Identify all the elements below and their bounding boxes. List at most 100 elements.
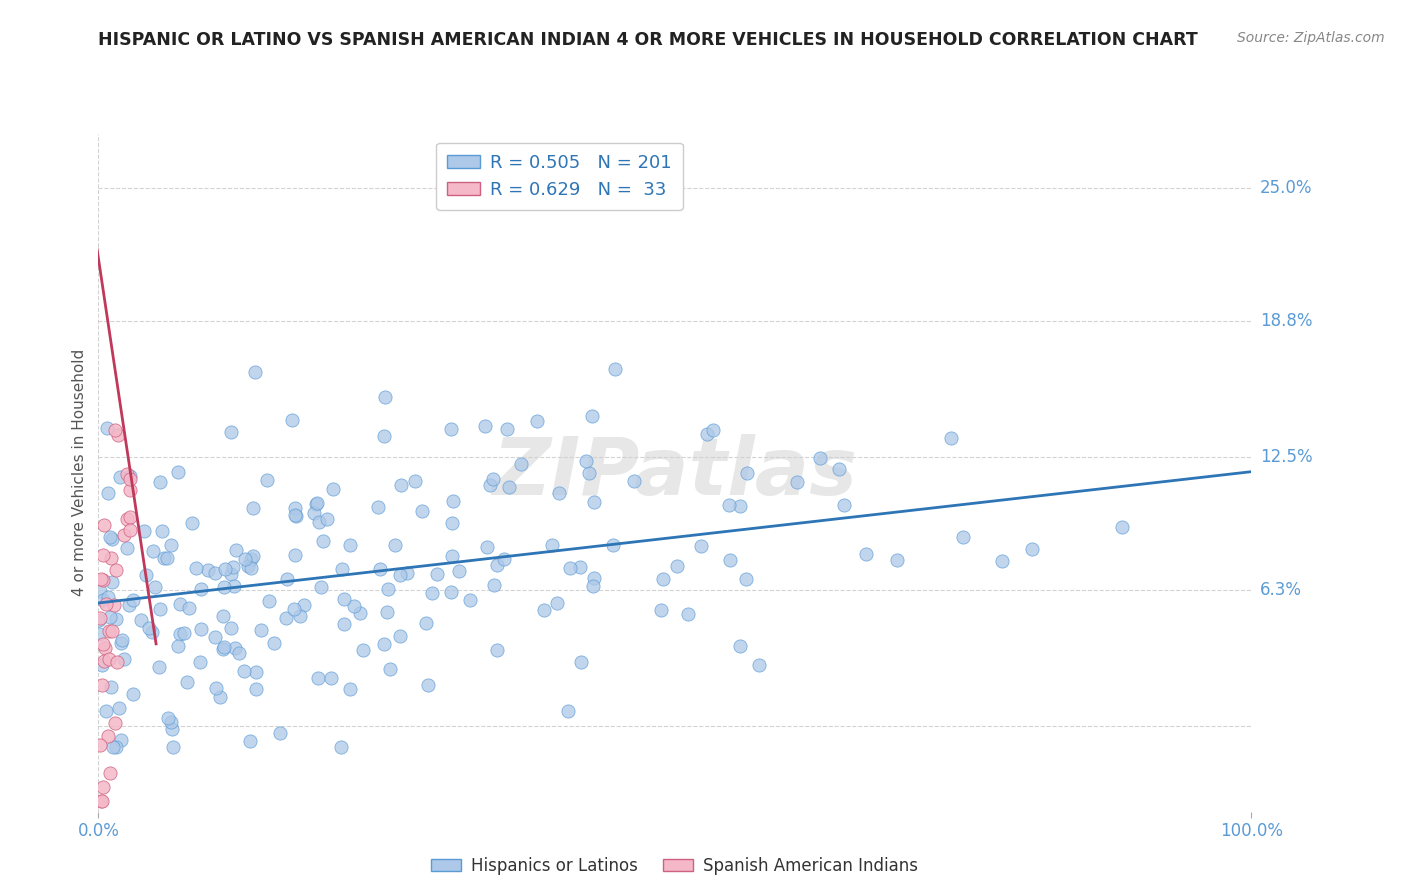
Point	[214, 562, 236, 576]
Point	[167, 639, 190, 653]
Point	[204, 630, 226, 644]
Point	[284, 548, 307, 562]
Point	[110, 636, 132, 650]
Point	[952, 530, 974, 544]
Point	[308, 515, 330, 529]
Point	[280, 413, 302, 427]
Point	[103, 740, 125, 755]
Point	[276, 572, 298, 586]
Point	[245, 665, 267, 679]
Point	[97, 591, 120, 605]
Point	[886, 553, 908, 567]
Point	[411, 504, 433, 518]
Point	[582, 579, 605, 593]
Point	[225, 542, 247, 557]
Point	[120, 524, 142, 538]
Point	[160, 537, 183, 551]
Point	[89, 583, 111, 598]
Point	[378, 662, 401, 676]
Point	[373, 429, 395, 443]
Point	[219, 621, 242, 635]
Point	[94, 641, 117, 656]
Point	[302, 506, 325, 520]
Point	[129, 613, 152, 627]
Point	[374, 390, 396, 404]
Point	[305, 497, 328, 511]
Point	[786, 475, 808, 490]
Point	[494, 551, 516, 566]
Point	[449, 564, 471, 578]
Y-axis label: 4 or more Vehicles in Household: 4 or more Vehicles in Household	[72, 349, 87, 597]
Point	[90, 794, 112, 808]
Point	[540, 538, 562, 552]
Point	[292, 598, 315, 612]
Point	[110, 733, 132, 747]
Point	[285, 508, 308, 523]
Point	[143, 581, 166, 595]
Point	[526, 414, 548, 428]
Point	[97, 624, 120, 638]
Point	[1111, 520, 1133, 534]
Point	[101, 624, 124, 639]
Point	[233, 664, 256, 678]
Point	[339, 682, 361, 697]
Point	[696, 426, 718, 441]
Point	[375, 606, 398, 620]
Point	[91, 573, 114, 587]
Point	[96, 421, 118, 435]
Point	[97, 729, 120, 743]
Point	[352, 642, 374, 657]
Text: ZIPatlas: ZIPatlas	[492, 434, 858, 512]
Point	[120, 472, 142, 486]
Point	[110, 633, 132, 648]
Point	[583, 571, 606, 585]
Point	[263, 636, 285, 650]
Point	[103, 598, 125, 612]
Point	[482, 578, 505, 592]
Point	[370, 562, 392, 576]
Point	[105, 563, 128, 577]
Legend: Hispanics or Latinos, Spanish American Indians: Hispanics or Latinos, Spanish American I…	[425, 850, 925, 881]
Point	[90, 678, 112, 692]
Point	[110, 470, 132, 484]
Point	[138, 621, 160, 635]
Point	[177, 600, 200, 615]
Point	[93, 654, 115, 668]
Point	[224, 640, 246, 655]
Point	[107, 701, 129, 715]
Point	[256, 473, 278, 487]
Point	[132, 524, 155, 538]
Point	[101, 532, 124, 546]
Point	[87, 627, 110, 641]
Point	[91, 794, 114, 808]
Point	[120, 483, 142, 498]
Point	[238, 558, 260, 573]
Point	[603, 362, 626, 376]
Point	[569, 655, 592, 669]
Point	[100, 680, 122, 694]
Point	[283, 602, 305, 616]
Point	[1021, 542, 1043, 557]
Point	[581, 409, 603, 423]
Point	[212, 642, 235, 657]
Point	[330, 562, 353, 576]
Point	[568, 559, 591, 574]
Point	[548, 486, 571, 500]
Point	[90, 657, 112, 672]
Point	[578, 466, 600, 480]
Point	[190, 622, 212, 636]
Point	[240, 552, 263, 566]
Point	[104, 423, 127, 437]
Point	[269, 726, 291, 740]
Point	[441, 494, 464, 508]
Point	[478, 478, 501, 492]
Point	[748, 658, 770, 673]
Point	[343, 599, 366, 613]
Point	[181, 516, 204, 530]
Point	[219, 425, 242, 439]
Point	[339, 538, 361, 552]
Point	[96, 704, 118, 718]
Point	[665, 558, 688, 573]
Point	[112, 528, 135, 542]
Point	[105, 740, 128, 755]
